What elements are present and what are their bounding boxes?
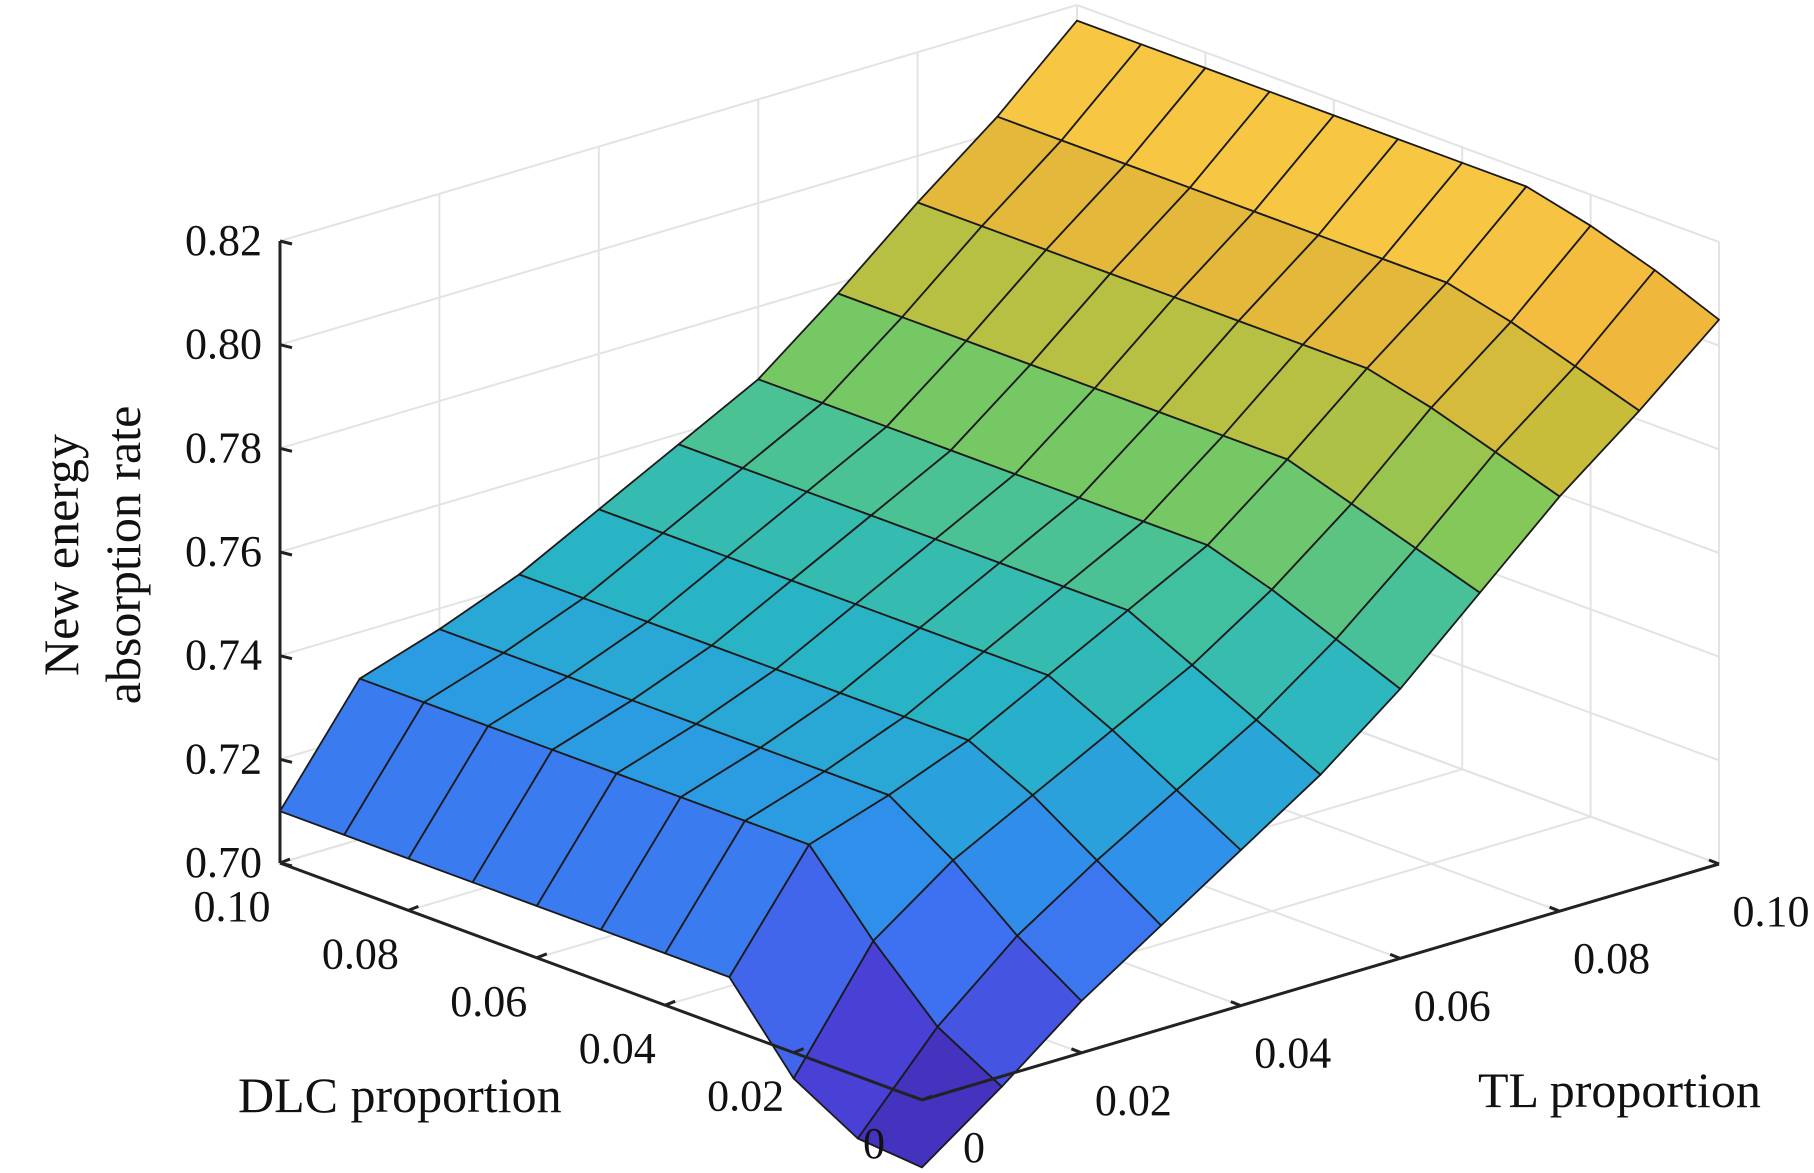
tl-tick-mark [1708, 858, 1720, 866]
tl-tick-mark [1070, 1047, 1082, 1055]
z-tick-label: 0.70 [185, 838, 262, 887]
z-tick-label: 0.72 [185, 734, 262, 783]
dlc-tick-mark [921, 1094, 933, 1102]
tl-tick-label: 0.02 [1095, 1076, 1172, 1125]
z-tick-mark [279, 757, 293, 764]
z-tick-mark [279, 654, 293, 661]
dlc-tick-label: 0.06 [450, 977, 527, 1026]
tl-tick-mark [911, 1094, 923, 1102]
z-tick-mark [279, 446, 293, 453]
z-tick-label: 0.78 [185, 423, 262, 472]
dlc-tick-mark [664, 999, 676, 1007]
grid-line-z-6 [279, 3, 1720, 243]
dlc-tick-mark [793, 1047, 805, 1054]
tick-labels: 0.70 0.72 0.74 0.76 0.78 0.80 0.82 0 0.02 0.04 0.0… [185, 216, 1810, 1172]
z-tick-mark [279, 550, 293, 557]
x-axis-title: TL proportion [1478, 1062, 1761, 1118]
dlc-tick-mark [536, 952, 548, 960]
tl-tick-mark [1230, 1000, 1242, 1007]
z-tick-mark [279, 343, 293, 350]
tl-tick-label: 0 [963, 1123, 985, 1172]
dlc-tick-mark [407, 905, 419, 912]
dlc-axis-line [279, 861, 923, 1102]
z-tick-label: 0.76 [185, 527, 262, 576]
z-tick-label: 0.82 [185, 216, 262, 265]
y-axis-title: DLC proportion [238, 1067, 562, 1123]
tl-axis-line [921, 862, 1720, 1102]
surface-mesh [279, 19, 1720, 1169]
tl-tick-label: 0.06 [1414, 981, 1491, 1030]
tl-tick-label: 0.08 [1573, 934, 1650, 983]
axes [278, 239, 1720, 1102]
dlc-tick-mark [279, 857, 291, 865]
dlc-tick-label: 0.10 [194, 882, 271, 931]
z-axis-title-line2: absorption rate [95, 406, 151, 705]
tl-tick-label: 0.10 [1733, 887, 1810, 936]
tl-tick-label: 0.04 [1254, 1029, 1331, 1078]
tl-tick-mark [1389, 953, 1401, 960]
dlc-tick-label: 0.08 [322, 929, 399, 978]
z-tick-label: 0.80 [185, 320, 262, 369]
dlc-tick-label: 0.04 [579, 1024, 656, 1073]
tl-tick-mark [1549, 905, 1561, 913]
z-axis-title-line1: New energy [33, 434, 89, 676]
dlc-tick-label: 0 [863, 1119, 885, 1168]
z-tick-mark [279, 239, 293, 246]
z-tick-label: 0.74 [185, 631, 262, 680]
dlc-tick-label: 0.02 [707, 1072, 784, 1121]
